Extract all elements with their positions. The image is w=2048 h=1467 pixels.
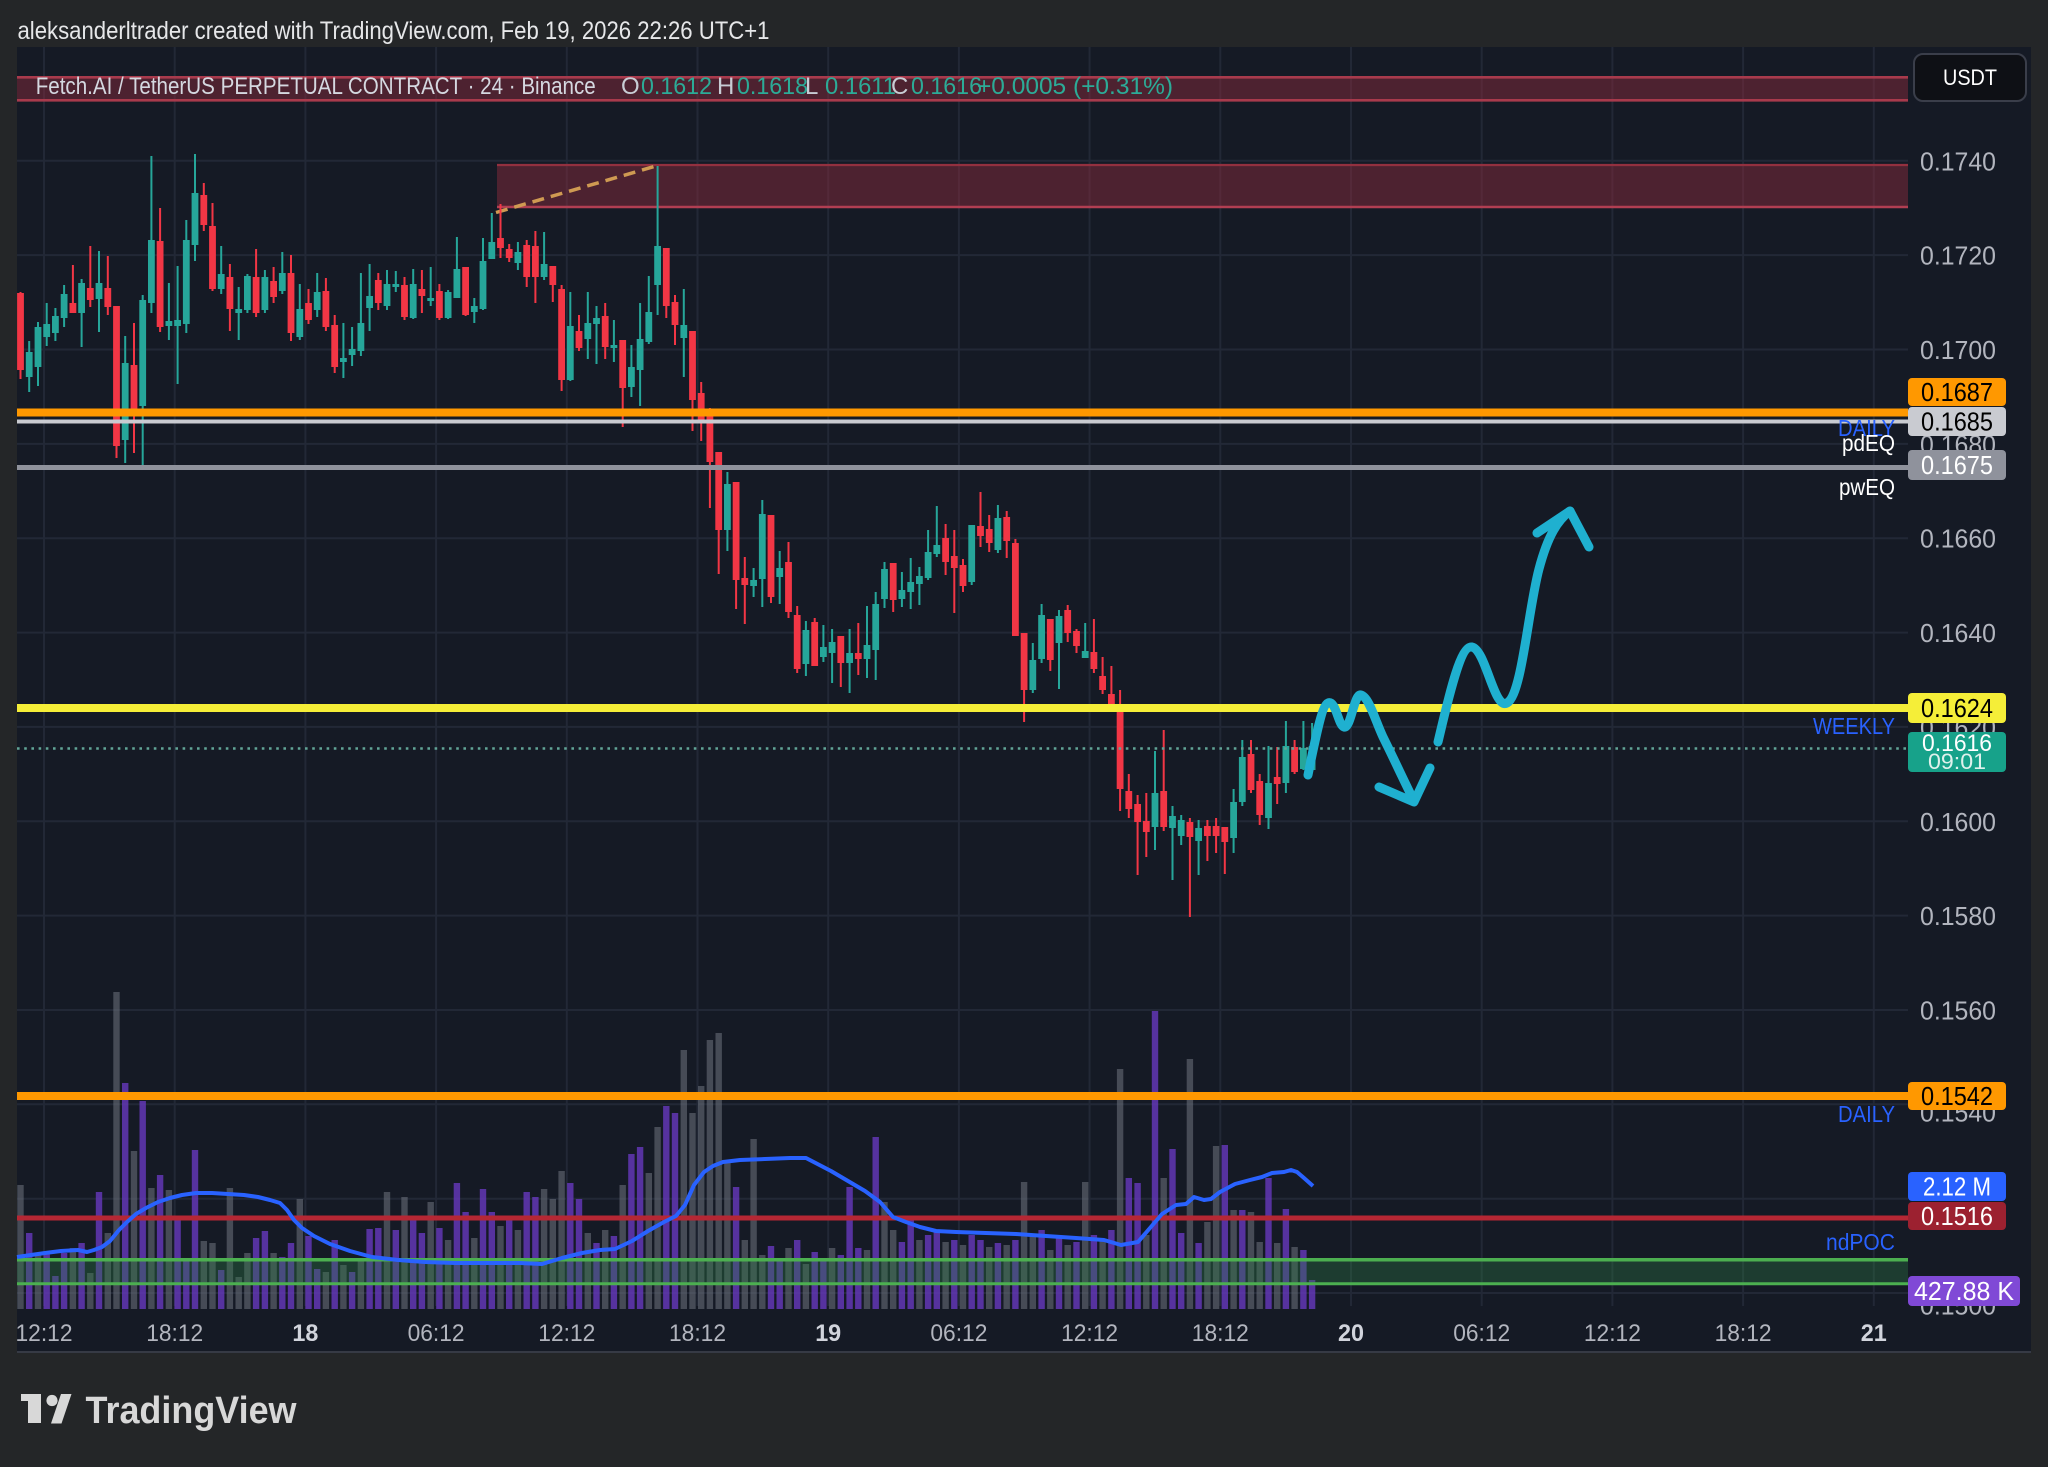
svg-text:0.1687: 0.1687 [1921,377,1993,407]
svg-text:USDT: USDT [1943,65,1997,90]
svg-text:18:12: 18:12 [146,1320,203,1347]
svg-text:2.12 M: 2.12 M [1923,1172,1991,1202]
svg-text:0.1640: 0.1640 [1920,618,1996,648]
svg-text:12:12: 12:12 [16,1320,73,1347]
svg-text:0.1616: 0.1616 [911,73,982,100]
svg-text:06:12: 06:12 [930,1320,987,1347]
svg-text:06:12: 06:12 [408,1320,465,1347]
svg-text:09:01: 09:01 [1928,749,1986,774]
svg-text:06:12: 06:12 [1453,1320,1510,1347]
svg-text:20: 20 [1338,1320,1364,1347]
svg-text:ndPOC: ndPOC [1826,1229,1895,1255]
svg-text:0.1600: 0.1600 [1920,807,1996,837]
svg-text:12:12: 12:12 [538,1320,595,1347]
svg-text:0.1740: 0.1740 [1920,146,1996,176]
svg-text:0.1580: 0.1580 [1920,901,1996,931]
svg-text:pwEQ: pwEQ [1839,474,1895,500]
svg-text:TradingView: TradingView [86,1390,297,1432]
svg-text:L: L [805,73,818,100]
svg-text:O: O [621,73,640,100]
svg-text:0.1516: 0.1516 [1921,1201,1993,1231]
svg-text:0.1560: 0.1560 [1920,996,1996,1026]
svg-text:H: H [717,73,734,100]
svg-text:0.1612: 0.1612 [641,73,712,100]
svg-text:0.1660: 0.1660 [1920,524,1996,554]
svg-text:0.1624: 0.1624 [1921,693,1993,723]
svg-text:18:12: 18:12 [669,1320,726,1347]
svg-text:18:12: 18:12 [1715,1320,1772,1347]
svg-text:DAILY: DAILY [1838,1101,1895,1127]
svg-text:Fetch.AI / TetherUS PERPETUAL: Fetch.AI / TetherUS PERPETUAL CONTRACT ·… [36,73,596,100]
svg-text:pdEQ: pdEQ [1842,430,1895,456]
svg-text:12:12: 12:12 [1584,1320,1641,1347]
svg-text:0.1542: 0.1542 [1921,1081,1993,1111]
svg-text:21: 21 [1861,1320,1887,1347]
svg-text:C: C [891,73,908,100]
svg-text:18: 18 [292,1320,318,1347]
svg-text:aleksanderltrader created with: aleksanderltrader created with TradingVi… [18,17,770,45]
svg-text:0.1611: 0.1611 [825,73,896,100]
svg-text:WEEKLY: WEEKLY [1813,713,1895,739]
svg-text:0.1720: 0.1720 [1920,241,1996,271]
svg-text:0.1616: 0.1616 [1922,730,1992,757]
svg-text:0.1700: 0.1700 [1920,335,1996,365]
svg-text:DAILY: DAILY [1838,415,1895,441]
svg-text:12:12: 12:12 [1061,1320,1118,1347]
svg-text:427.88 K: 427.88 K [1914,1276,2015,1306]
svg-text:19: 19 [815,1320,841,1347]
svg-text:18:12: 18:12 [1192,1320,1249,1347]
svg-text:+0.0005 (+0.31%): +0.0005 (+0.31%) [977,73,1173,100]
svg-text:0.1675: 0.1675 [1921,450,1993,480]
svg-text:0.1618: 0.1618 [737,73,808,100]
svg-text:0.1685: 0.1685 [1921,407,1993,437]
